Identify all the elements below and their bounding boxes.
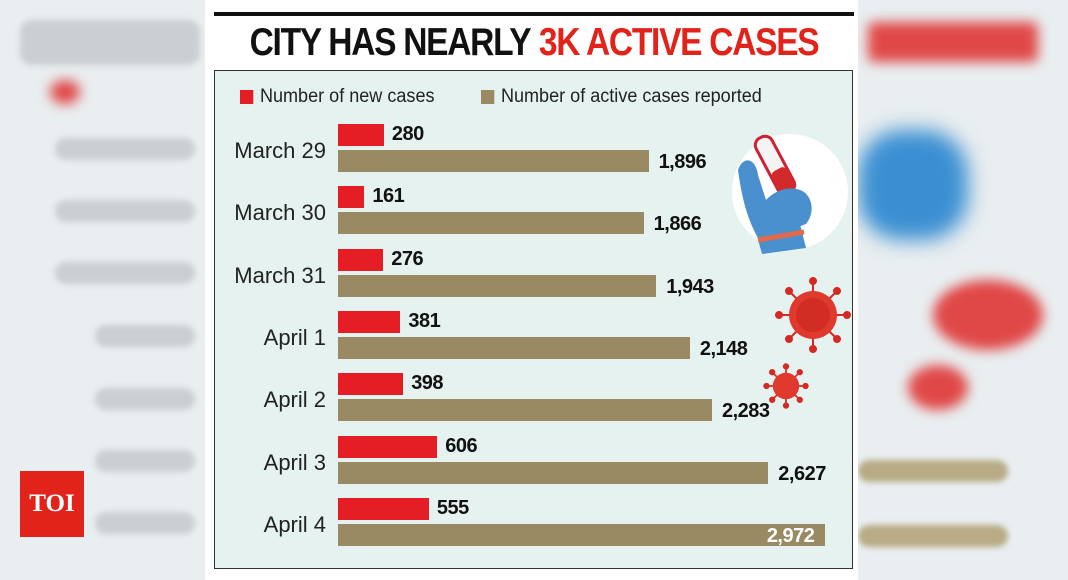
- bar-active-cases: [338, 336, 690, 359]
- top-rule: [214, 12, 854, 16]
- bar-active-cases: [338, 399, 712, 422]
- category-label: April 3: [263, 449, 326, 475]
- category-label: April 4: [263, 511, 326, 537]
- data-label-new-cases: 398: [411, 372, 444, 395]
- legend-item-new: Number of new cases: [240, 86, 435, 108]
- infographic: CITY HAS NEARLY 3K ACTIVE CASES Number o…: [210, 0, 858, 580]
- data-label-active-cases: 1,943: [666, 275, 714, 298]
- bar-new-cases: [338, 497, 429, 520]
- bar-new-cases: [338, 124, 384, 146]
- data-label-active-cases: 2,283: [721, 400, 770, 423]
- legend-swatch-active: [480, 90, 495, 104]
- data-label-new-cases: 161: [372, 185, 405, 208]
- glove-test-tube-icon: [732, 134, 848, 254]
- bar-chart: March 29 280 1,896 March 30 161 1,866 March 31…: [210, 0, 858, 580]
- background-right: [858, 0, 1068, 580]
- bar-new-cases: [338, 373, 404, 396]
- category-label: April 2: [263, 387, 326, 413]
- small-virus-icon: [763, 363, 809, 409]
- category-label: April 1: [263, 324, 326, 350]
- legend: Number of new cases Number of active cas…: [240, 86, 812, 108]
- title-part2: 3K ACTIVE CASES: [538, 21, 820, 64]
- data-label-active-cases: 2,627: [778, 462, 826, 485]
- bar-active-cases: [338, 523, 825, 546]
- bar-new-cases: [338, 248, 384, 271]
- virus-icon: [775, 277, 851, 353]
- category-label: March 31: [234, 262, 326, 288]
- bar-new-cases: [338, 186, 365, 209]
- category-label: March 29: [234, 138, 326, 163]
- data-label-active-cases: 2,148: [699, 337, 748, 360]
- bar-active-cases: [338, 150, 649, 172]
- bar-active-cases: [338, 212, 644, 235]
- title-part1: CITY HAS NEARLY: [249, 21, 532, 64]
- legend-label-active: Number of active cases reported: [500, 86, 762, 107]
- data-label-new-cases: 276: [391, 247, 424, 270]
- data-label-active-cases: 1,866: [653, 213, 702, 236]
- legend-item-active: Number of active cases reported: [480, 86, 762, 108]
- data-label-new-cases: 606: [445, 434, 478, 457]
- data-label-active-cases: 1,896: [658, 151, 707, 173]
- toi-logo: TOI: [20, 471, 84, 537]
- category-label: March 30: [234, 200, 326, 226]
- data-label-new-cases: 555: [436, 496, 469, 519]
- chart-title: CITY HAS NEARLY 3K ACTIVE CASES: [250, 18, 820, 68]
- legend-swatch-new: [240, 90, 254, 104]
- bar-active-cases: [338, 274, 657, 297]
- data-label-new-cases: 381: [408, 309, 441, 332]
- data-label-new-cases: 280: [391, 123, 424, 145]
- bar-new-cases: [338, 435, 438, 458]
- legend-label-new: Number of new cases: [259, 86, 435, 107]
- bar-new-cases: [338, 310, 401, 333]
- bar-active-cases: [338, 461, 769, 484]
- data-label-active-cases: 2,972: [766, 524, 815, 547]
